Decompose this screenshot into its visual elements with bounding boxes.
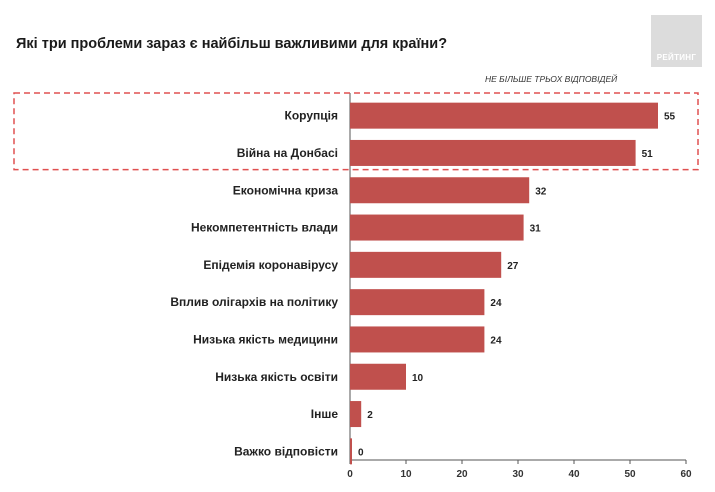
category-label: Економічна криза <box>233 183 339 197</box>
bar <box>350 289 485 316</box>
answer-note: НЕ БІЛЬШЕ ТРЬОХ ВІДПОВІДЕЙ <box>485 74 618 84</box>
data-label: 31 <box>530 224 542 235</box>
bar <box>350 401 362 428</box>
category-label: Некомпетентність влади <box>191 221 338 235</box>
bar <box>350 139 636 166</box>
bar <box>350 438 352 465</box>
data-label: 24 <box>490 335 502 346</box>
data-label: 55 <box>664 112 676 123</box>
bar <box>350 251 502 278</box>
data-label: 0 <box>358 447 364 458</box>
x-tick-label: 0 <box>347 469 353 480</box>
rating-logo: РЕЙТИНГ <box>651 15 702 67</box>
bar <box>350 363 406 390</box>
bar <box>350 326 485 353</box>
chart-title: Які три проблеми зараз є найбільш важлив… <box>16 36 448 52</box>
category-label: Низька якість медицини <box>193 332 338 346</box>
category-label: Інше <box>311 407 339 421</box>
x-tick-label: 10 <box>400 469 412 480</box>
x-tick-label: 60 <box>680 469 692 480</box>
x-tick-label: 30 <box>512 469 524 480</box>
bar <box>350 214 524 241</box>
x-tick-label: 20 <box>456 469 468 480</box>
data-label: 10 <box>412 373 424 384</box>
data-label: 32 <box>535 186 547 197</box>
data-label: 27 <box>507 261 519 272</box>
category-label: Корупція <box>285 109 338 123</box>
highlight-box <box>13 92 699 171</box>
category-label: Низька якість освіти <box>215 370 338 384</box>
category-label: Війна на Донбасі <box>237 146 338 160</box>
bar <box>350 177 530 204</box>
data-label: 51 <box>642 149 654 160</box>
x-tick-label: 50 <box>624 469 636 480</box>
category-label: Епідемія коронавірусу <box>203 258 338 272</box>
data-label: 2 <box>367 410 373 421</box>
data-label: 24 <box>490 298 502 309</box>
bar <box>350 102 658 129</box>
category-label: Вплив олігархів на політику <box>170 295 338 309</box>
logo-text: РЕЙТИНГ <box>656 53 697 62</box>
category-label: Важко відповісти <box>234 444 338 458</box>
x-tick-label: 40 <box>568 469 580 480</box>
